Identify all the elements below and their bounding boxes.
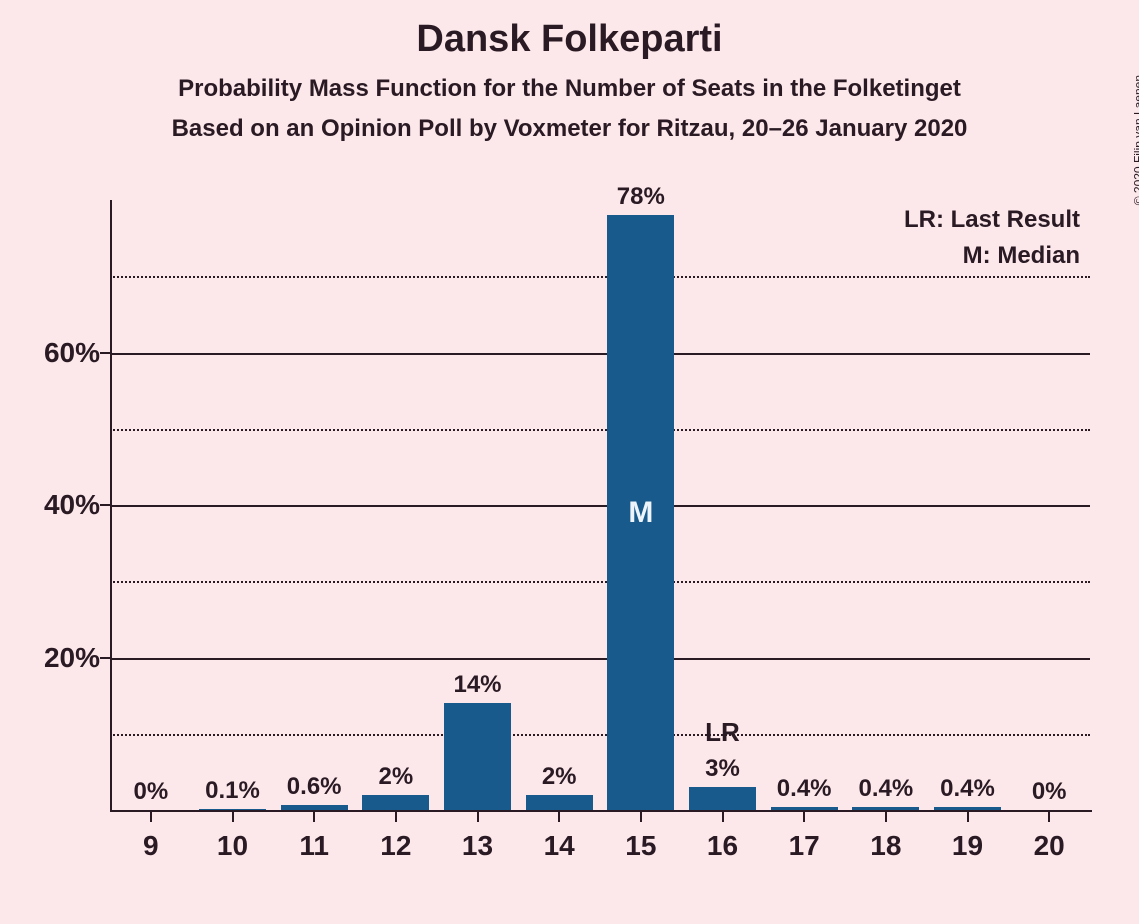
y-tick-label: 60% — [44, 337, 100, 369]
bar — [689, 787, 756, 810]
y-axis — [110, 200, 112, 812]
y-tick-mark — [100, 352, 110, 354]
y-tick-label: 20% — [44, 642, 100, 674]
bar-value-label: 0.6% — [287, 773, 342, 801]
bar-value-label: 0% — [1032, 778, 1067, 806]
bar — [526, 795, 593, 810]
last-result-marker: LR — [705, 717, 740, 748]
bar-value-label: 2% — [542, 763, 577, 791]
y-tick-label: 40% — [44, 489, 100, 521]
x-tick-label: 9 — [143, 830, 159, 862]
x-tick-label: 13 — [462, 830, 493, 862]
x-tick-mark — [1048, 812, 1050, 822]
x-tick-mark — [967, 812, 969, 822]
x-tick-label: 19 — [952, 830, 983, 862]
x-tick-mark — [150, 812, 152, 822]
x-tick-label: 11 — [299, 830, 329, 862]
bar-value-label: 0% — [133, 778, 168, 806]
bar-value-label: 0.4% — [777, 775, 832, 803]
bar-value-label: 78% — [617, 183, 665, 211]
bar — [362, 795, 429, 810]
x-tick-mark — [722, 812, 724, 822]
bars-layer — [110, 200, 1090, 810]
bar-value-label: 0.4% — [858, 775, 913, 803]
median-marker: M — [628, 496, 653, 530]
bar-value-label: 0.1% — [205, 777, 260, 805]
y-tick-mark — [100, 657, 110, 659]
x-tick-label: 10 — [217, 830, 248, 862]
x-tick-mark — [803, 812, 805, 822]
x-tick-label: 18 — [870, 830, 901, 862]
x-axis — [110, 810, 1092, 812]
x-tick-mark — [558, 812, 560, 822]
x-tick-mark — [395, 812, 397, 822]
chart-subtitle-2: Based on an Opinion Poll by Voxmeter for… — [0, 115, 1139, 143]
x-tick-mark — [640, 812, 642, 822]
x-tick-label: 17 — [789, 830, 820, 862]
bar-value-label: 3% — [705, 755, 740, 783]
copyright-label: © 2020 Filip van Laenen — [1131, 75, 1139, 205]
x-tick-mark — [477, 812, 479, 822]
x-tick-label: 15 — [625, 830, 656, 862]
y-tick-mark — [100, 504, 110, 506]
chart-subtitle-1: Probability Mass Function for the Number… — [0, 75, 1139, 103]
bar-value-label: 0.4% — [940, 775, 995, 803]
x-tick-mark — [885, 812, 887, 822]
x-tick-mark — [313, 812, 315, 822]
chart-plot-area: LR: Last Result M: Median 20%40%60% 9101… — [110, 200, 1090, 810]
bar — [444, 703, 511, 810]
chart-title: Dansk Folkeparti — [0, 0, 1139, 61]
bar-value-label: 2% — [378, 763, 413, 791]
x-tick-mark — [232, 812, 234, 822]
x-tick-label: 20 — [1034, 830, 1065, 862]
x-tick-label: 14 — [544, 830, 575, 862]
bar-value-label: 14% — [453, 671, 501, 699]
x-tick-label: 12 — [380, 830, 411, 862]
x-tick-label: 16 — [707, 830, 738, 862]
